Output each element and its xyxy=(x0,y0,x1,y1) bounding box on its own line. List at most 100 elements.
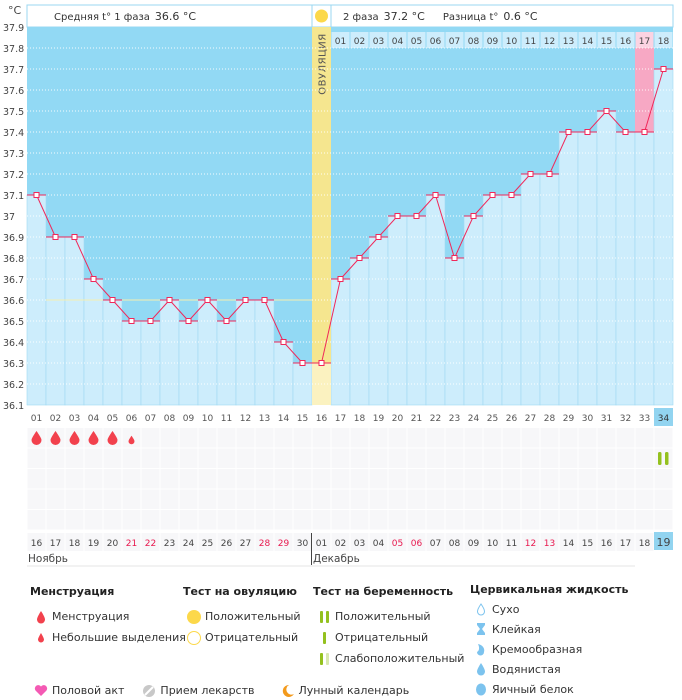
temperature-fill-bar xyxy=(387,215,408,406)
y-tick-label: 36.6 xyxy=(3,296,24,307)
cycle-day-label: 02 xyxy=(50,414,61,424)
symptom-cell xyxy=(445,469,464,489)
date-cell xyxy=(388,533,407,551)
date-cell xyxy=(217,533,236,551)
symptom-cell xyxy=(540,510,559,530)
symptom-cell xyxy=(369,469,388,489)
date-label: 07 xyxy=(430,539,441,549)
symptom-cell xyxy=(483,448,502,468)
menstruation-drop-icon xyxy=(107,431,118,445)
symptom-cell xyxy=(407,428,426,448)
date-cell xyxy=(350,533,369,551)
phase1-text: Средняя t° 1 фаза 36.6 °C xyxy=(54,10,196,23)
symptom-cell xyxy=(635,428,654,448)
symptom-cell xyxy=(464,510,483,530)
temperature-point xyxy=(128,318,135,324)
symptom-cell xyxy=(331,489,350,509)
symptom-cell xyxy=(578,510,597,530)
temperature-point xyxy=(470,213,477,219)
symptom-cell xyxy=(654,489,673,509)
temperature-fill-bar xyxy=(159,299,180,406)
symptom-cell xyxy=(388,510,407,530)
drop-outline-icon xyxy=(476,603,486,616)
symptom-cell xyxy=(616,448,635,468)
temperature-fill-bar xyxy=(406,215,427,406)
symptom-cell xyxy=(350,510,369,530)
symptom-cell xyxy=(274,428,293,448)
date-cell xyxy=(293,533,312,551)
temperature-point xyxy=(242,297,249,303)
phase1-label: Средняя t° 1 фаза xyxy=(54,12,150,23)
symptom-cell xyxy=(141,428,160,448)
symptom-cell xyxy=(597,469,616,489)
symptom-cell xyxy=(141,469,160,489)
date-label: 03 xyxy=(354,539,365,549)
temperature-fill-bar xyxy=(577,131,598,406)
cycle-day-label: 03 xyxy=(69,414,80,424)
temperature-fill-bar xyxy=(444,257,465,406)
phase2-day-label: 08 xyxy=(468,37,480,47)
symptom-cell xyxy=(293,428,312,448)
symptom-cell xyxy=(350,428,369,448)
temperature-point xyxy=(451,255,458,261)
temperature-point xyxy=(299,360,306,366)
date-label: 01 xyxy=(316,539,327,549)
y-tick-label: 36.3 xyxy=(3,359,24,370)
symptom-cell xyxy=(559,489,578,509)
temperature-point xyxy=(660,66,667,72)
symptom-cell xyxy=(388,469,407,489)
date-cell xyxy=(502,533,521,551)
symptom-cell xyxy=(521,428,540,448)
symptom-cell xyxy=(27,469,46,489)
date-label: 17 xyxy=(620,539,631,549)
y-tick-label: 37 xyxy=(3,212,15,223)
symptom-cell xyxy=(236,448,255,468)
phase2-day-cell xyxy=(540,32,559,48)
symptom-cell xyxy=(464,469,483,489)
symptom-cell xyxy=(369,448,388,468)
temperature-fill-bar xyxy=(558,131,579,406)
temperature-point xyxy=(508,192,515,198)
cream-drop-icon xyxy=(477,644,485,656)
cycle-day-label: 10 xyxy=(202,414,214,424)
symptom-cell xyxy=(103,489,122,509)
cycle-day-label: 18 xyxy=(354,414,366,424)
symptom-cell xyxy=(331,469,350,489)
date-label: 22 xyxy=(145,539,156,549)
temperature-point xyxy=(394,213,401,219)
symptom-cell xyxy=(198,510,217,530)
phase2-day-cell xyxy=(388,32,407,48)
symptom-cell xyxy=(255,448,274,468)
menstruation-drop-icon xyxy=(31,431,42,445)
symptom-cell xyxy=(521,510,540,530)
symptom-cell xyxy=(445,510,464,530)
symptom-cell xyxy=(84,489,103,509)
symptom-cell xyxy=(217,469,236,489)
phase2-label: 2 фаза xyxy=(343,12,379,23)
symptom-cell xyxy=(122,510,141,530)
symptom-cell xyxy=(483,510,502,530)
date-cell xyxy=(331,533,350,551)
symptom-cell xyxy=(122,448,141,468)
symptom-cell xyxy=(388,489,407,509)
date-label: 24 xyxy=(183,539,195,549)
cycle-day-label: 32 xyxy=(620,414,631,424)
cycle-day-label: 13 xyxy=(259,414,270,424)
symptom-cell xyxy=(559,428,578,448)
legend-item: Прием лекарств xyxy=(160,684,255,697)
y-tick-label: 36.4 xyxy=(3,338,24,349)
ovulation-label: ОВУЛЯЦИЯ xyxy=(318,33,329,95)
legend-title: Тест на овуляцию xyxy=(183,585,297,598)
temperature-fill-bar xyxy=(273,341,294,406)
symptom-cell xyxy=(27,489,46,509)
symptom-cell xyxy=(521,469,540,489)
phase2-day-cell xyxy=(407,32,426,48)
symptom-cell xyxy=(426,428,445,448)
cycle-day-label: 14 xyxy=(278,414,290,424)
symptom-cell xyxy=(255,510,274,530)
y-tick-label: 37.1 xyxy=(3,191,24,202)
symptom-cell xyxy=(293,469,312,489)
symptom-cell xyxy=(236,469,255,489)
symptom-cell xyxy=(635,469,654,489)
two-lines-icon xyxy=(320,610,329,623)
